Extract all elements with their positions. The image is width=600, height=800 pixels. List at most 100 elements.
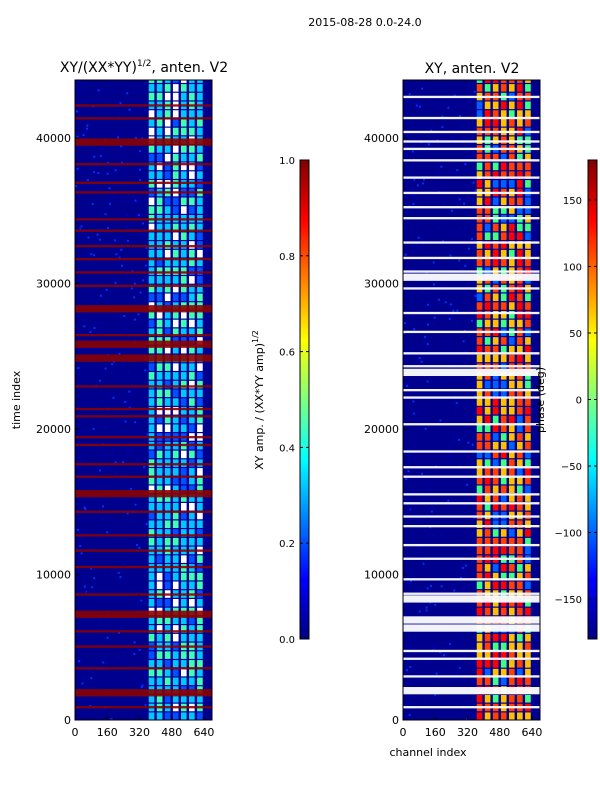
noise-cell [83,325,86,328]
active-channel-cell [197,267,203,275]
active-channel-cell [508,502,515,511]
flag-line [403,687,540,695]
active-channel-cell [172,206,179,214]
noise-cell [120,145,123,148]
active-channel-cell [148,84,155,92]
active-channel-cell [180,92,187,101]
active-channel-cell [484,546,491,555]
active-channel-cell [492,581,499,590]
active-channel-cell [492,476,499,485]
active-channel-cell [148,520,155,528]
active-channel-cell [164,241,171,249]
noise-cell [403,602,406,605]
flag-line [75,334,212,337]
noise-cell [144,369,147,372]
noise-cell [118,655,121,658]
active-channel-cell [189,494,195,502]
noise-cell [105,288,108,291]
noise-cell [439,419,442,422]
noise-cell [139,617,142,620]
active-channel-cell [197,476,203,485]
noise-cell [147,671,150,674]
colorbar-tick-label: 0.0 [279,635,295,646]
noise-cell [447,541,450,544]
active-channel-cell [180,511,187,520]
active-channel-cell [189,118,195,127]
noise-cell [80,552,83,555]
active-channel-cell [525,197,531,206]
active-channel-cell [484,406,491,415]
active-channel-cell [180,372,187,380]
active-channel-cell [156,468,163,476]
active-channel-cell [500,80,507,83]
noise-cell [116,136,119,139]
active-channel-cell [517,607,523,616]
flag-line [75,340,212,348]
active-channel-cell [148,162,155,171]
active-channel-cell [164,80,171,83]
active-channel-cell [189,694,195,703]
noise-cell [425,272,428,275]
noise-cell [106,172,109,175]
active-channel-cell [164,677,171,686]
noise-cell [99,379,102,382]
flag-line [403,493,540,496]
active-channel-cell [500,694,507,703]
active-channel-cell [172,694,179,703]
active-channel-cell [500,546,507,555]
noise-cell [75,185,78,188]
noise-cell [408,93,411,96]
noise-cell [139,603,142,606]
active-channel-cell [476,206,483,214]
active-channel-cell [525,406,531,415]
active-channel-cell [525,598,531,607]
active-channel-cell [476,651,483,659]
active-channel-cell [189,110,195,118]
noise-cell [405,477,408,480]
noise-cell [472,413,475,416]
active-channel-cell [484,398,491,406]
noise-cell [421,299,424,302]
active-channel-cell [148,581,155,590]
noise-cell [126,213,129,216]
active-channel-cell [517,581,523,590]
active-channel-cell [172,328,179,336]
active-channel-cell [172,651,179,659]
active-channel-cell [492,406,499,415]
active-channel-cell [189,267,195,275]
flag-line [403,543,540,547]
noise-cell [454,393,457,396]
active-channel-cell [197,537,203,546]
active-channel-cell [172,476,179,485]
active-channel-cell [476,406,483,415]
active-channel-cell [180,502,187,511]
active-channel-cell [484,180,491,188]
active-channel-cell [500,258,507,267]
active-channel-cell [508,302,515,310]
active-channel-cell [156,267,163,275]
active-channel-cell [164,633,171,642]
noise-cell [408,405,411,408]
noise-cell [437,226,440,229]
active-channel-cell [508,171,515,179]
active-channel-cell [517,319,523,328]
noise-cell [463,586,466,589]
noise-cell [118,631,121,634]
noise-cell [409,347,412,350]
x-tick-label: 480 [161,726,182,739]
active-channel-cell [164,206,171,214]
active-channel-cell [197,651,203,659]
active-channel-cell [517,337,523,345]
active-channel-cell [156,529,163,537]
active-channel-cell [525,345,531,354]
active-channel-cell [492,162,499,171]
noise-cell [83,677,86,680]
active-channel-cell [517,345,523,354]
active-channel-cell [476,450,483,459]
noise-cell [454,92,457,95]
active-channel-cell [156,668,163,677]
active-channel-cell [156,660,163,668]
active-channel-cell [517,494,523,502]
active-channel-cell [189,223,195,232]
